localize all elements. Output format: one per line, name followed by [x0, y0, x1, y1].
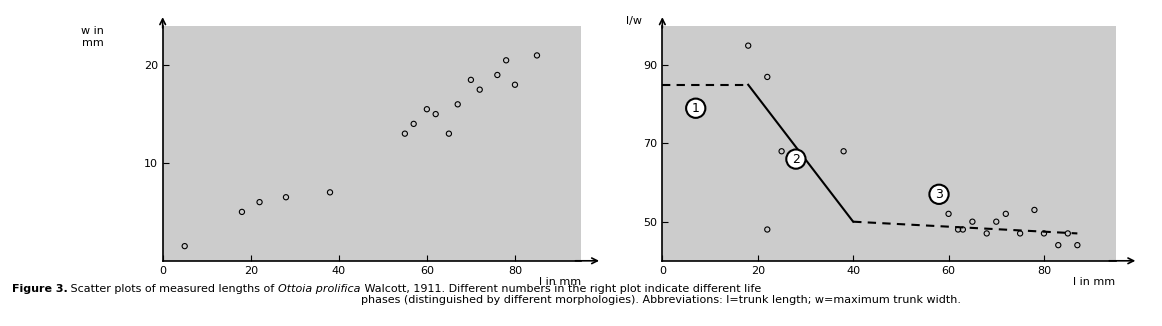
Point: [426, 111, 445, 117]
Point: [488, 72, 507, 78]
Point: [404, 121, 423, 126]
Text: w in
mm: w in mm: [81, 26, 105, 48]
Text: Figure 3.: Figure 3.: [12, 284, 67, 294]
Point: [277, 195, 295, 200]
Point: [1059, 231, 1077, 236]
Text: l in mm: l in mm: [1074, 277, 1116, 287]
Point: [175, 244, 194, 249]
Point: [977, 231, 996, 236]
Point: [232, 209, 251, 215]
Point: [997, 211, 1016, 216]
Point: [1068, 243, 1086, 248]
Point: [758, 227, 776, 232]
Point: [528, 53, 546, 58]
Point: [417, 107, 436, 112]
Point: [1011, 231, 1030, 236]
Point: [773, 149, 791, 154]
Point: [758, 74, 776, 80]
Point: [834, 149, 853, 154]
Point: [395, 131, 414, 136]
Text: 2: 2: [792, 153, 799, 166]
Point: [987, 219, 1005, 224]
Point: [505, 82, 524, 87]
Text: 1: 1: [691, 102, 700, 115]
Point: [439, 131, 458, 136]
Point: [739, 43, 758, 48]
Point: [471, 87, 489, 92]
Point: [461, 77, 480, 82]
Point: [939, 211, 957, 216]
Point: [954, 227, 973, 232]
Point: [1025, 207, 1043, 213]
Text: Scatter plots of measured lengths of: Scatter plots of measured lengths of: [67, 284, 278, 294]
Point: [963, 219, 982, 224]
Point: [1034, 231, 1053, 236]
Text: l/w: l/w: [626, 16, 643, 26]
Point: [497, 58, 516, 63]
Text: Ottoia prolifica: Ottoia prolifica: [278, 284, 360, 294]
Point: [449, 102, 467, 107]
Point: [321, 190, 339, 195]
Point: [250, 200, 268, 205]
Text: 3: 3: [935, 188, 942, 201]
Point: [949, 227, 968, 232]
Point: [1049, 243, 1068, 248]
Text: Walcott, 1911. Different numbers in the right plot indicate different life
phase: Walcott, 1911. Different numbers in the …: [360, 284, 961, 305]
Text: l in mm: l in mm: [539, 277, 581, 287]
